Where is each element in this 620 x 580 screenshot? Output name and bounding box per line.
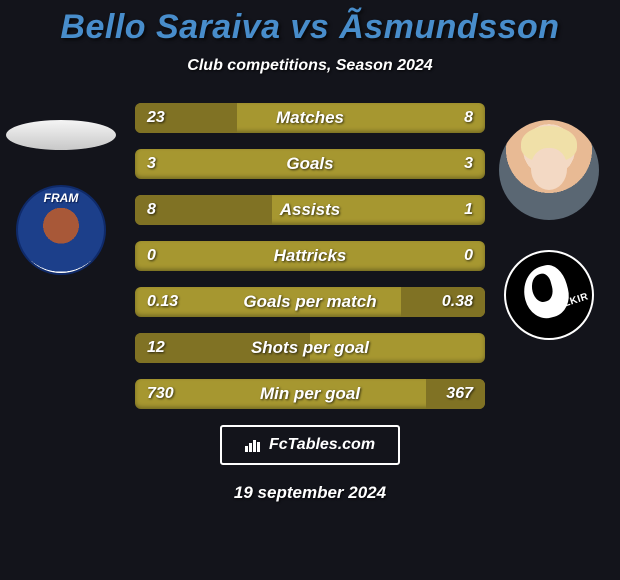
player-avatar-right	[499, 120, 599, 220]
footer-date: 19 september 2024	[0, 483, 620, 503]
brand-box: FcTables.com	[220, 425, 400, 465]
stat-row: 81Assists	[135, 195, 485, 225]
stat-row: 00Hattricks	[135, 241, 485, 271]
stat-row: 238Matches	[135, 103, 485, 133]
stat-label: Goals	[135, 149, 485, 179]
stats-list: 238Matches 33Goals 81Assists 00Hattricks 0.1…	[135, 103, 485, 409]
stat-row: 0.130.38Goals per match	[135, 287, 485, 317]
stat-row: 12Shots per goal	[135, 333, 485, 363]
page-title: Bello Saraiva vs Ãsmundsson	[0, 8, 620, 47]
comparison-infographic: Bello Saraiva vs Ãsmundsson Club competi…	[0, 0, 620, 580]
stat-row: 33Goals	[135, 149, 485, 179]
club-badge-left: FRAM	[16, 185, 106, 275]
player-avatar-left	[6, 120, 116, 150]
club-badge-right: FYLKIR	[504, 250, 594, 340]
stat-label: Min per goal	[135, 379, 485, 409]
stat-label: Shots per goal	[135, 333, 485, 363]
club-name-left: FRAM	[18, 191, 104, 205]
bar-chart-icon	[245, 438, 263, 452]
left-player-column: FRAM	[6, 120, 116, 275]
page-subtitle: Club competitions, Season 2024	[0, 57, 620, 75]
stat-label: Goals per match	[135, 287, 485, 317]
right-player-column: FYLKIR	[494, 120, 604, 340]
stat-label: Hattricks	[135, 241, 485, 271]
stat-label: Matches	[135, 103, 485, 133]
stat-label: Assists	[135, 195, 485, 225]
avatar-face	[531, 148, 567, 190]
brand-text: FcTables.com	[269, 436, 375, 454]
stat-row: 730367Min per goal	[135, 379, 485, 409]
